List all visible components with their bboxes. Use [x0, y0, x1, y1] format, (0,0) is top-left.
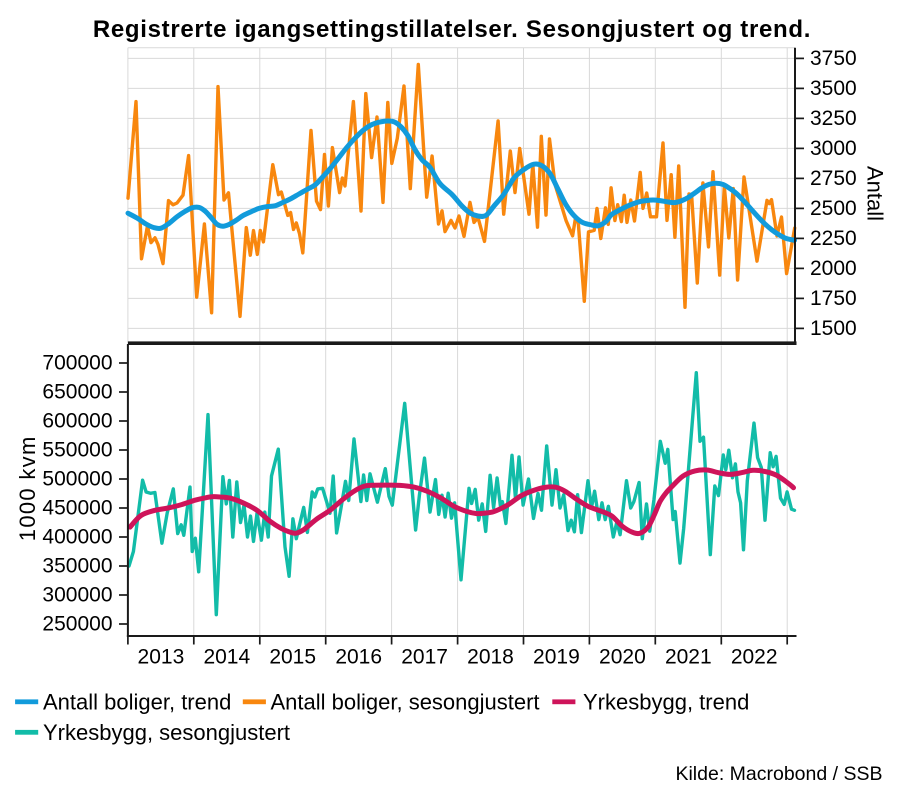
svg-text:2016: 2016 [335, 646, 382, 669]
svg-text:2020: 2020 [599, 646, 646, 669]
svg-text:550000: 550000 [42, 439, 112, 462]
svg-text:Antall boliger, trend: Antall boliger, trend [43, 690, 231, 715]
svg-text:2014: 2014 [203, 646, 250, 669]
svg-text:2750: 2750 [810, 167, 857, 190]
svg-text:3500: 3500 [810, 77, 857, 100]
svg-text:2000: 2000 [810, 257, 857, 280]
svg-text:Registrerte igangsettingstilla: Registrerte igangsettingstillatelser. Se… [93, 16, 811, 43]
svg-text:2500: 2500 [810, 197, 857, 220]
svg-text:300000: 300000 [42, 584, 112, 607]
svg-text:2013: 2013 [138, 646, 185, 669]
svg-text:3750: 3750 [810, 47, 857, 70]
svg-text:Antall boliger, sesongjustert: Antall boliger, sesongjustert [271, 690, 540, 715]
svg-text:1500: 1500 [810, 317, 857, 340]
svg-text:3000: 3000 [810, 137, 857, 160]
svg-text:450000: 450000 [42, 497, 112, 520]
svg-text:1000 kvm: 1000 kvm [15, 435, 40, 541]
svg-text:2019: 2019 [533, 646, 580, 669]
svg-text:500000: 500000 [42, 468, 112, 491]
svg-text:2017: 2017 [401, 646, 448, 669]
svg-text:3250: 3250 [810, 107, 857, 130]
svg-text:2250: 2250 [810, 227, 857, 250]
svg-text:700000: 700000 [42, 352, 112, 375]
svg-text:Yrkesbygg, sesongjustert: Yrkesbygg, sesongjustert [43, 720, 290, 745]
svg-text:2018: 2018 [467, 646, 514, 669]
svg-text:600000: 600000 [42, 410, 112, 433]
svg-text:2015: 2015 [269, 646, 316, 669]
svg-text:650000: 650000 [42, 381, 112, 404]
svg-text:1750: 1750 [810, 287, 857, 310]
svg-text:Kilde: Macrobond / SSB: Kilde: Macrobond / SSB [675, 763, 882, 785]
svg-text:Yrkesbygg, trend: Yrkesbygg, trend [583, 690, 749, 715]
svg-text:350000: 350000 [42, 555, 112, 578]
svg-text:Antall: Antall [863, 166, 888, 221]
svg-text:2022: 2022 [731, 646, 778, 669]
svg-text:250000: 250000 [42, 613, 112, 636]
svg-text:2021: 2021 [665, 646, 712, 669]
svg-text:400000: 400000 [42, 526, 112, 549]
